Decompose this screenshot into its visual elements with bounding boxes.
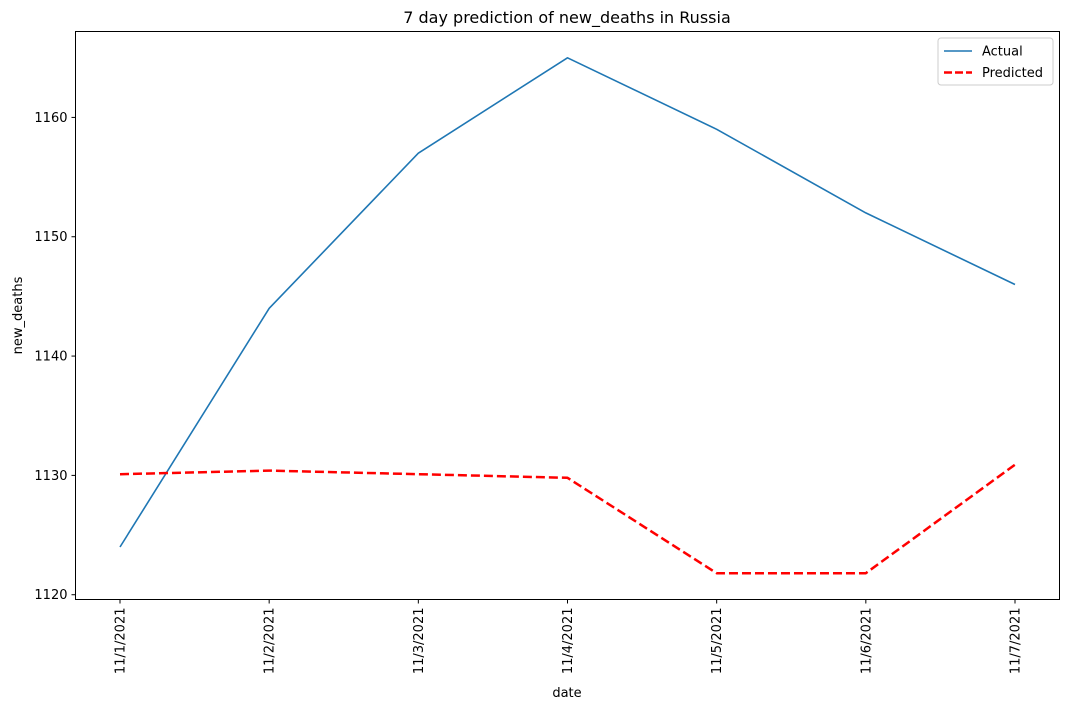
x-tick-label: 11/1/2021 <box>114 608 129 675</box>
y-tick-label: 1140 <box>34 350 67 365</box>
y-axis-label: new_deaths <box>11 276 26 354</box>
legend: Actual Predicted <box>937 37 1054 86</box>
x-tick-label: 11/2/2021 <box>263 608 278 675</box>
x-tick-label: 11/4/2021 <box>561 608 576 675</box>
chart-title: 7 day prediction of new_deaths in Russia <box>403 8 731 28</box>
plot-area <box>119 56 1016 575</box>
series-line-predicted <box>119 463 1016 575</box>
y-tick-label: 1120 <box>34 588 67 603</box>
series-line-actual <box>119 56 1016 548</box>
x-tick-label: 11/6/2021 <box>859 608 874 675</box>
y-tick-label: 1130 <box>34 469 67 484</box>
plot-frame <box>75 31 1060 600</box>
x-axis-label: date <box>552 686 581 701</box>
y-tick-label: 1150 <box>34 230 67 245</box>
x-tick-label: 11/5/2021 <box>710 608 725 675</box>
x-tick-label: 11/3/2021 <box>412 608 427 675</box>
x-tick-label: 11/7/2021 <box>1009 608 1024 675</box>
legend-label-actual: Actual <box>982 45 1023 60</box>
legend-label-predicted: Predicted <box>982 66 1043 81</box>
y-tick-label: 1160 <box>34 111 67 126</box>
